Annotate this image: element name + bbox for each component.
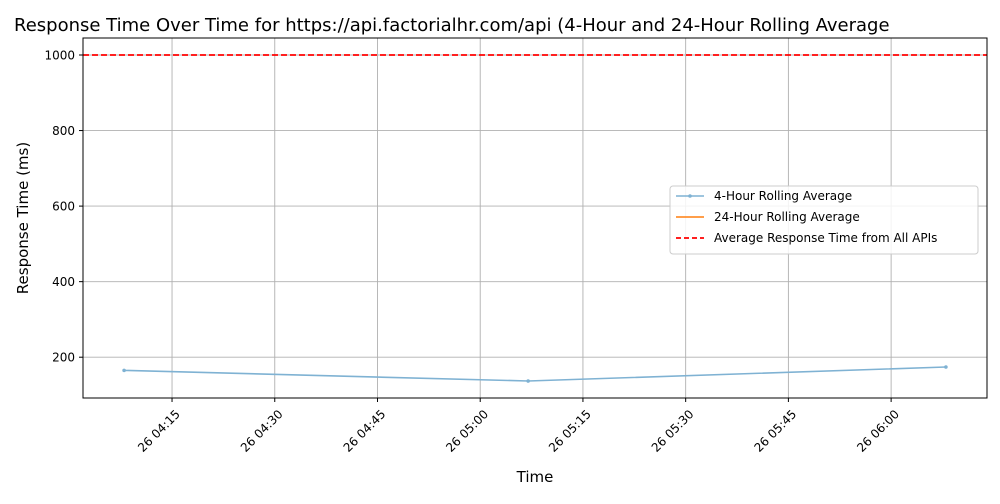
chart-title: Response Time Over Time for https://api.… bbox=[14, 15, 890, 36]
series-layer bbox=[83, 54, 987, 383]
y-tick-label: 800 bbox=[52, 124, 75, 138]
plot-frame bbox=[82, 37, 988, 399]
x-tick-label: 26 06:00 bbox=[854, 407, 902, 455]
legend-label-24h: 24-Hour Rolling Average bbox=[714, 210, 860, 224]
series-point bbox=[526, 379, 530, 383]
x-tick-label: 26 05:00 bbox=[443, 407, 491, 455]
x-tick-label: 26 05:45 bbox=[751, 407, 799, 455]
x-axis-label: Time bbox=[516, 468, 554, 486]
legend: 4-Hour Rolling Average 24-Hour Rolling A… bbox=[669, 185, 979, 255]
x-tick-label: 26 05:30 bbox=[649, 407, 697, 455]
y-tick-label: 1000 bbox=[44, 48, 75, 62]
x-tick-label: 26 04:15 bbox=[135, 407, 183, 455]
legend-label-average: Average Response Time from All APIs bbox=[714, 231, 937, 245]
series-point bbox=[944, 365, 948, 369]
legend-box bbox=[669, 185, 979, 255]
series-point bbox=[122, 368, 126, 373]
y-tick-label: 400 bbox=[52, 275, 75, 289]
y-axis-label: Response Time (ms) bbox=[14, 142, 32, 294]
y-tick-label: 200 bbox=[52, 351, 75, 365]
x-tick-label: 26 04:45 bbox=[341, 407, 389, 455]
legend-label-4h: 4-Hour Rolling Average bbox=[714, 189, 852, 203]
legend-marker-4h bbox=[688, 194, 692, 198]
series-line-0 bbox=[124, 366, 946, 382]
x-tick-label: 26 04:30 bbox=[238, 407, 286, 455]
y-tick-label: 600 bbox=[52, 200, 75, 214]
x-tick-label: 26 05:15 bbox=[546, 407, 594, 455]
